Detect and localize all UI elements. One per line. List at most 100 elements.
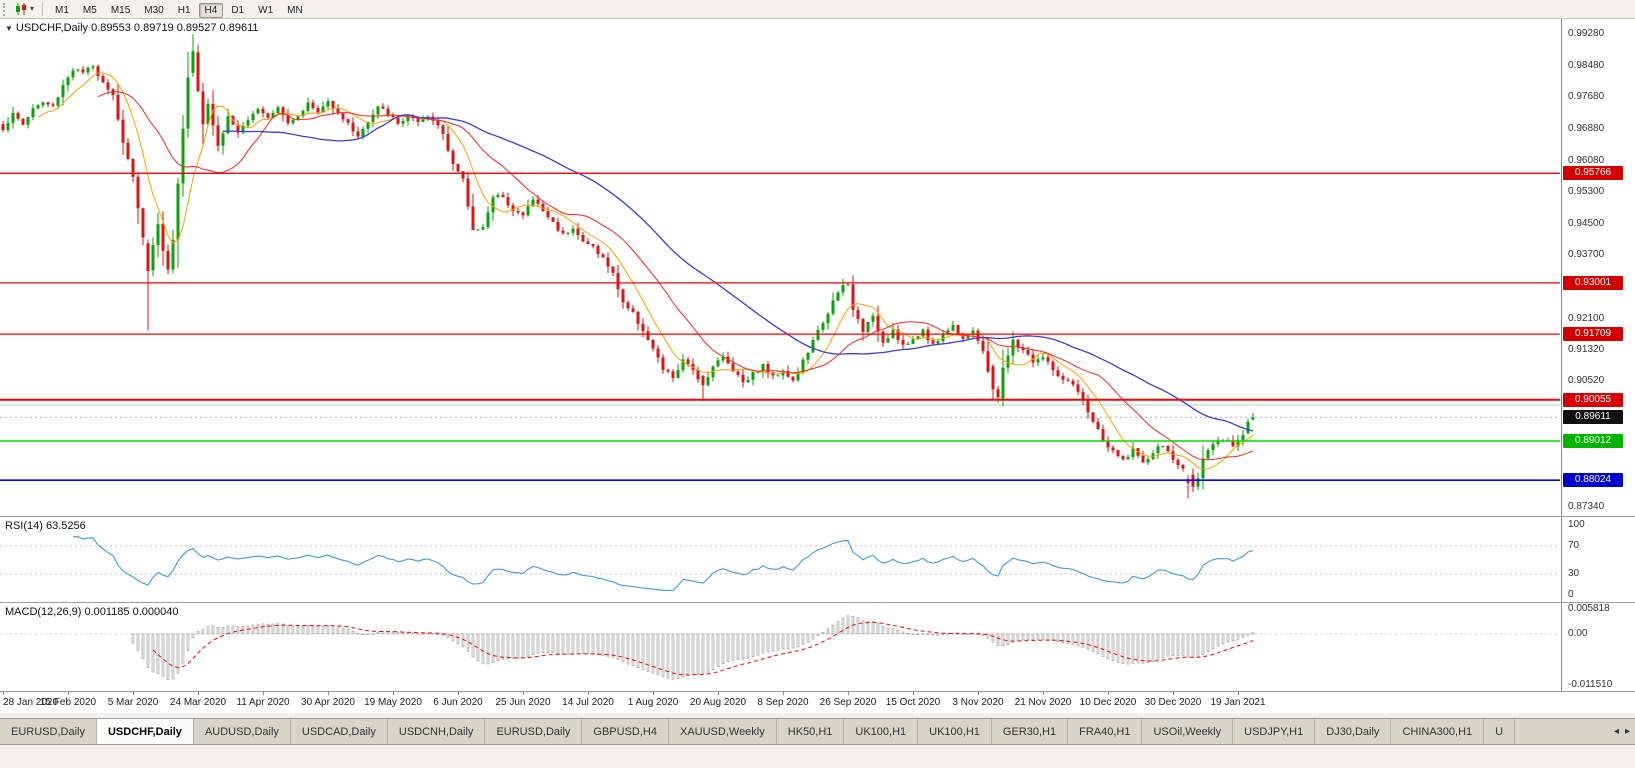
time-tick (588, 692, 589, 695)
main-chart-panel[interactable]: ▼ USDCHF,Daily 0.89553 0.89719 0.89527 0.… (0, 19, 1635, 516)
macd-label: MACD(12,26,9) 0.001185 0.000040 (5, 606, 179, 618)
price-tick: 0.99280 (1568, 28, 1605, 39)
chart-tab-2[interactable]: AUDUSD,Daily (193, 719, 291, 744)
toolbar-drag-handle[interactable] (3, 2, 8, 16)
chart-tab-12[interactable]: FRA40,H1 (1068, 719, 1143, 744)
chart-tab-15[interactable]: DJ30,Daily (1315, 719, 1392, 744)
time-tick (198, 692, 199, 695)
macd-tick: 0.005818 (1568, 603, 1610, 614)
chart-tab-9[interactable]: UK100,H1 (844, 719, 919, 744)
rsi-tick: 100 (1568, 519, 1585, 530)
time-tick (458, 692, 459, 695)
time-tick (1173, 692, 1174, 695)
chart-tab-16[interactable]: CHINA300,H1 (1391, 719, 1485, 744)
timeframe-button-MN[interactable]: MN (287, 5, 303, 16)
chart-tab-13[interactable]: USOil,Weekly (1142, 719, 1234, 744)
time-tick (783, 692, 784, 695)
timeframe-buttons: M1 M5 M15 M30 H1 H4 D1 W1 MN (48, 0, 310, 18)
timeframe-button-W1[interactable]: W1 (258, 5, 274, 16)
tab-scroll-right-icon[interactable]: ▸ (1624, 726, 1630, 737)
time-tick (68, 692, 69, 695)
macd-axis[interactable]: 0.005818 0.00 -0.011510 (1561, 603, 1635, 691)
tab-scroll-left-icon[interactable]: ◂ (1613, 726, 1619, 737)
rsi-label: RSI(14) 63.5256 (5, 520, 86, 532)
price-tick: 0.87340 (1568, 501, 1605, 512)
time-axis[interactable]: 28 Jan 2020 15 Feb 2020 5 Mar 2020 24 Mar 2… (0, 691, 1635, 713)
chart-tab-5[interactable]: EURUSD,Daily (485, 719, 583, 744)
price-level-badge: 0.93001 (1563, 276, 1623, 290)
date-label: 11 Apr 2020 (236, 697, 290, 708)
price-level-badge: 0.89012 (1563, 434, 1623, 448)
timeframe-button-H4[interactable]: H4 (198, 3, 224, 18)
price-level-badge: 0.90055 (1563, 393, 1623, 407)
collapse-icon[interactable]: ▼ (5, 24, 13, 33)
time-tick (1108, 692, 1109, 695)
chart-tab-6[interactable]: GBPUSD,H4 (582, 719, 669, 744)
price-tick: 0.96080 (1568, 155, 1605, 166)
timeframe-button-M5[interactable]: M5 (82, 5, 97, 16)
time-tick (978, 692, 979, 695)
chart-tab-17[interactable]: U (1484, 719, 1516, 744)
date-label: 19 May 2020 (364, 697, 422, 708)
date-label: 21 Nov 2020 (1014, 697, 1072, 708)
price-tick: 0.96880 (1568, 123, 1605, 134)
chart-tab-11[interactable]: GER30,H1 (991, 719, 1069, 744)
chart-type-dropdown[interactable]: ▾ (12, 3, 37, 15)
macd-tick: 0.00 (1568, 628, 1588, 639)
rsi-axis[interactable]: 100 70 30 0 (1561, 517, 1635, 602)
time-tick (913, 692, 914, 695)
price-tick: 0.94500 (1568, 218, 1605, 229)
timeframe-button-M30[interactable]: M30 (144, 5, 164, 16)
time-tick (653, 692, 654, 695)
price-tick: 0.97680 (1568, 91, 1605, 102)
timeframe-toolbar: ▾ M1 M5 M15 M30 H1 H4 D1 W1 MN (0, 0, 1635, 19)
chart-tab-14[interactable]: USDJPY,H1 (1233, 719, 1316, 744)
date-label: 5 Mar 2020 (107, 697, 159, 708)
date-label: 3 Nov 2020 (952, 697, 1004, 708)
price-tick: 0.95300 (1568, 186, 1605, 197)
time-tick (848, 692, 849, 695)
date-label: 30 Dec 2020 (1144, 697, 1202, 708)
timeframe-button-D1[interactable]: D1 (231, 5, 245, 16)
timeframe-button-M15[interactable]: M15 (110, 5, 131, 16)
price-level-badge: 0.91709 (1563, 327, 1623, 341)
date-label: 20 Aug 2020 (689, 697, 747, 708)
date-label: 19 Jan 2021 (1210, 697, 1266, 708)
date-label: 24 Mar 2020 (169, 697, 227, 708)
chevron-down-icon: ▾ (30, 4, 35, 13)
time-tick (133, 692, 134, 695)
date-label: 14 Jul 2020 (562, 697, 614, 708)
date-label: 25 Jun 2020 (495, 697, 551, 708)
chart-tabs: EURUSD,Daily USDCHF,Daily AUDUSD,Daily USDC… (0, 719, 1635, 744)
current-price-badge: 0.89611 (1563, 410, 1623, 424)
macd-tick: -0.011510 (1568, 679, 1613, 690)
date-label: 28 Jan 2020 (3, 697, 59, 708)
candlestick-chart[interactable] (0, 19, 1560, 516)
toolbar-separator (42, 2, 44, 16)
macd-panel[interactable]: MACD(12,26,9) 0.001185 0.000040 0.005818… (0, 602, 1635, 691)
chart-tab-10[interactable]: UK100,H1 (918, 719, 992, 744)
price-axis[interactable]: 0.99280 0.98480 0.97680 0.96880 0.96080 0.953… (1561, 19, 1635, 516)
chart-tab-8[interactable]: HK50,H1 (776, 719, 845, 744)
timeframe-button-M1[interactable]: M1 (55, 5, 69, 16)
macd-chart[interactable] (0, 603, 1560, 692)
date-label: 1 Aug 2020 (627, 697, 679, 708)
time-tick (393, 692, 394, 695)
chart-tab-1[interactable]: USDCHF,Daily (96, 719, 194, 744)
timeframe-button-H1[interactable]: H1 (177, 5, 191, 16)
chart-tab-4[interactable]: USDCNH,Daily (387, 719, 486, 744)
chart-tab-0[interactable]: EURUSD,Daily (0, 719, 97, 744)
rsi-tick: 70 (1568, 540, 1580, 551)
price-level-badge: 0.95766 (1563, 166, 1623, 180)
rsi-tick: 0 (1568, 589, 1574, 600)
time-tick (3, 692, 4, 695)
rsi-panel[interactable]: RSI(14) 63.5256 100 70 30 0 (0, 516, 1635, 602)
price-level-badge: 0.88024 (1563, 473, 1623, 487)
chart-tab-7[interactable]: XAUUSD,Weekly (668, 719, 777, 744)
chart-tab-3[interactable]: USDCAD,Daily (290, 719, 388, 744)
price-tick: 0.92100 (1568, 313, 1605, 324)
rsi-chart[interactable] (0, 517, 1560, 603)
date-label: 26 Sep 2020 (819, 697, 877, 708)
tab-bar-container: EURUSD,Daily USDCHF,Daily AUDUSD,Daily USDC… (0, 713, 1635, 768)
